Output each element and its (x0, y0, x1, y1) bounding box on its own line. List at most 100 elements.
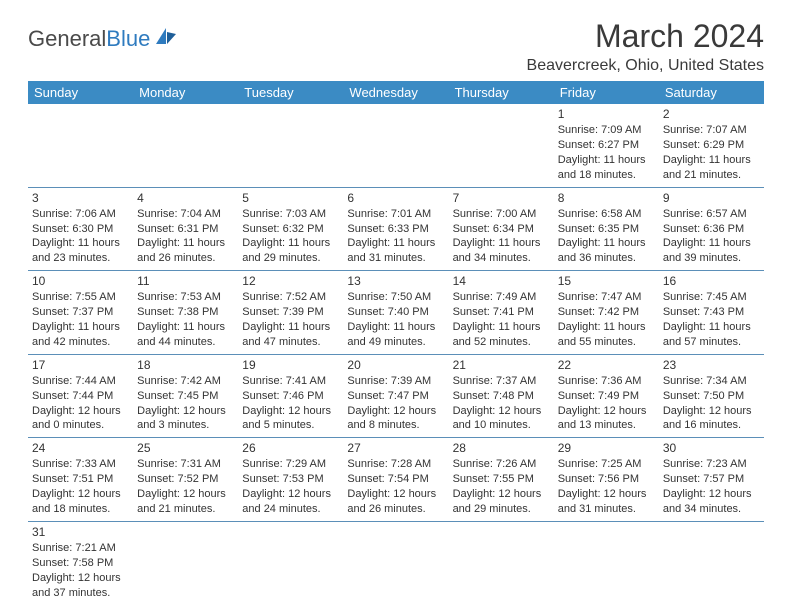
sunset-text: Sunset: 7:37 PM (32, 305, 129, 320)
calendar-cell: 11Sunrise: 7:53 AMSunset: 7:38 PMDayligh… (133, 271, 238, 355)
logo: GeneralBlue (28, 26, 178, 52)
daylight-text: Daylight: 11 hours and 47 minutes. (242, 320, 339, 350)
daylight-text: Daylight: 11 hours and 55 minutes. (558, 320, 655, 350)
day-number: 5 (242, 190, 339, 206)
daylight-text: Daylight: 11 hours and 49 minutes. (347, 320, 444, 350)
calendar-cell-empty (238, 521, 343, 604)
day-number: 20 (347, 357, 444, 373)
sunrise-text: Sunrise: 7:37 AM (453, 374, 550, 389)
daylight-text: Daylight: 12 hours and 0 minutes. (32, 404, 129, 434)
daylight-text: Daylight: 11 hours and 23 minutes. (32, 236, 129, 266)
calendar-cell-empty (449, 521, 554, 604)
calendar-cell-empty (554, 521, 659, 604)
sunset-text: Sunset: 6:35 PM (558, 222, 655, 237)
calendar-row: 31Sunrise: 7:21 AMSunset: 7:58 PMDayligh… (28, 521, 764, 604)
calendar-cell-empty (343, 104, 448, 187)
day-number: 16 (663, 273, 760, 289)
daylight-text: Daylight: 12 hours and 21 minutes. (137, 487, 234, 517)
daylight-text: Daylight: 12 hours and 3 minutes. (137, 404, 234, 434)
sunset-text: Sunset: 7:46 PM (242, 389, 339, 404)
day-number: 4 (137, 190, 234, 206)
calendar-row: 3Sunrise: 7:06 AMSunset: 6:30 PMDaylight… (28, 187, 764, 271)
sunrise-text: Sunrise: 7:03 AM (242, 207, 339, 222)
sunrise-text: Sunrise: 7:09 AM (558, 123, 655, 138)
sunset-text: Sunset: 7:48 PM (453, 389, 550, 404)
weekday-header: Sunday (28, 81, 133, 104)
daylight-text: Daylight: 12 hours and 29 minutes. (453, 487, 550, 517)
sunrise-text: Sunrise: 7:47 AM (558, 290, 655, 305)
day-number: 26 (242, 440, 339, 456)
day-number: 22 (558, 357, 655, 373)
sunrise-text: Sunrise: 7:53 AM (137, 290, 234, 305)
daylight-text: Daylight: 11 hours and 39 minutes. (663, 236, 760, 266)
sunrise-text: Sunrise: 7:33 AM (32, 457, 129, 472)
day-number: 3 (32, 190, 129, 206)
sunset-text: Sunset: 7:44 PM (32, 389, 129, 404)
sunset-text: Sunset: 7:58 PM (32, 556, 129, 571)
sunset-text: Sunset: 7:54 PM (347, 472, 444, 487)
weekday-header: Saturday (659, 81, 764, 104)
calendar-cell: 8Sunrise: 6:58 AMSunset: 6:35 PMDaylight… (554, 187, 659, 271)
weekday-header: Tuesday (238, 81, 343, 104)
day-number: 30 (663, 440, 760, 456)
sunrise-text: Sunrise: 7:55 AM (32, 290, 129, 305)
sunset-text: Sunset: 6:34 PM (453, 222, 550, 237)
daylight-text: Daylight: 12 hours and 31 minutes. (558, 487, 655, 517)
sunrise-text: Sunrise: 7:07 AM (663, 123, 760, 138)
sunset-text: Sunset: 7:56 PM (558, 472, 655, 487)
sunrise-text: Sunrise: 7:44 AM (32, 374, 129, 389)
calendar-cell: 10Sunrise: 7:55 AMSunset: 7:37 PMDayligh… (28, 271, 133, 355)
daylight-text: Daylight: 12 hours and 26 minutes. (347, 487, 444, 517)
sunset-text: Sunset: 7:38 PM (137, 305, 234, 320)
sunset-text: Sunset: 7:52 PM (137, 472, 234, 487)
calendar-cell-empty (133, 104, 238, 187)
sunset-text: Sunset: 7:40 PM (347, 305, 444, 320)
daylight-text: Daylight: 11 hours and 36 minutes. (558, 236, 655, 266)
sunset-text: Sunset: 7:45 PM (137, 389, 234, 404)
calendar-cell: 6Sunrise: 7:01 AMSunset: 6:33 PMDaylight… (343, 187, 448, 271)
day-number: 21 (453, 357, 550, 373)
day-number: 14 (453, 273, 550, 289)
weekday-header: Wednesday (343, 81, 448, 104)
sunrise-text: Sunrise: 7:45 AM (663, 290, 760, 305)
day-number: 12 (242, 273, 339, 289)
sunrise-text: Sunrise: 7:52 AM (242, 290, 339, 305)
daylight-text: Daylight: 11 hours and 42 minutes. (32, 320, 129, 350)
daylight-text: Daylight: 11 hours and 34 minutes. (453, 236, 550, 266)
calendar-cell-empty (238, 104, 343, 187)
day-number: 8 (558, 190, 655, 206)
sunset-text: Sunset: 6:31 PM (137, 222, 234, 237)
sail-icon (154, 26, 178, 52)
sunrise-text: Sunrise: 7:36 AM (558, 374, 655, 389)
day-number: 13 (347, 273, 444, 289)
day-number: 24 (32, 440, 129, 456)
calendar-head: SundayMondayTuesdayWednesdayThursdayFrid… (28, 81, 764, 104)
sunrise-text: Sunrise: 7:26 AM (453, 457, 550, 472)
calendar-cell: 17Sunrise: 7:44 AMSunset: 7:44 PMDayligh… (28, 354, 133, 438)
calendar-cell: 27Sunrise: 7:28 AMSunset: 7:54 PMDayligh… (343, 438, 448, 522)
day-number: 11 (137, 273, 234, 289)
daylight-text: Daylight: 12 hours and 8 minutes. (347, 404, 444, 434)
daylight-text: Daylight: 12 hours and 37 minutes. (32, 571, 129, 601)
sunset-text: Sunset: 7:41 PM (453, 305, 550, 320)
sunset-text: Sunset: 7:50 PM (663, 389, 760, 404)
daylight-text: Daylight: 12 hours and 18 minutes. (32, 487, 129, 517)
weekday-header: Friday (554, 81, 659, 104)
daylight-text: Daylight: 11 hours and 52 minutes. (453, 320, 550, 350)
calendar-cell: 18Sunrise: 7:42 AMSunset: 7:45 PMDayligh… (133, 354, 238, 438)
calendar-cell: 15Sunrise: 7:47 AMSunset: 7:42 PMDayligh… (554, 271, 659, 355)
calendar-cell: 9Sunrise: 6:57 AMSunset: 6:36 PMDaylight… (659, 187, 764, 271)
logo-text-a: General (28, 26, 106, 52)
sunrise-text: Sunrise: 7:31 AM (137, 457, 234, 472)
calendar-cell: 25Sunrise: 7:31 AMSunset: 7:52 PMDayligh… (133, 438, 238, 522)
sunrise-text: Sunrise: 7:42 AM (137, 374, 234, 389)
sunset-text: Sunset: 7:39 PM (242, 305, 339, 320)
calendar-cell: 19Sunrise: 7:41 AMSunset: 7:46 PMDayligh… (238, 354, 343, 438)
sunrise-text: Sunrise: 7:34 AM (663, 374, 760, 389)
title-block: March 2024 Beavercreek, Ohio, United Sta… (527, 18, 764, 75)
sunrise-text: Sunrise: 7:01 AM (347, 207, 444, 222)
sunset-text: Sunset: 7:49 PM (558, 389, 655, 404)
sunset-text: Sunset: 6:30 PM (32, 222, 129, 237)
calendar-cell: 31Sunrise: 7:21 AMSunset: 7:58 PMDayligh… (28, 521, 133, 604)
calendar-cell: 3Sunrise: 7:06 AMSunset: 6:30 PMDaylight… (28, 187, 133, 271)
